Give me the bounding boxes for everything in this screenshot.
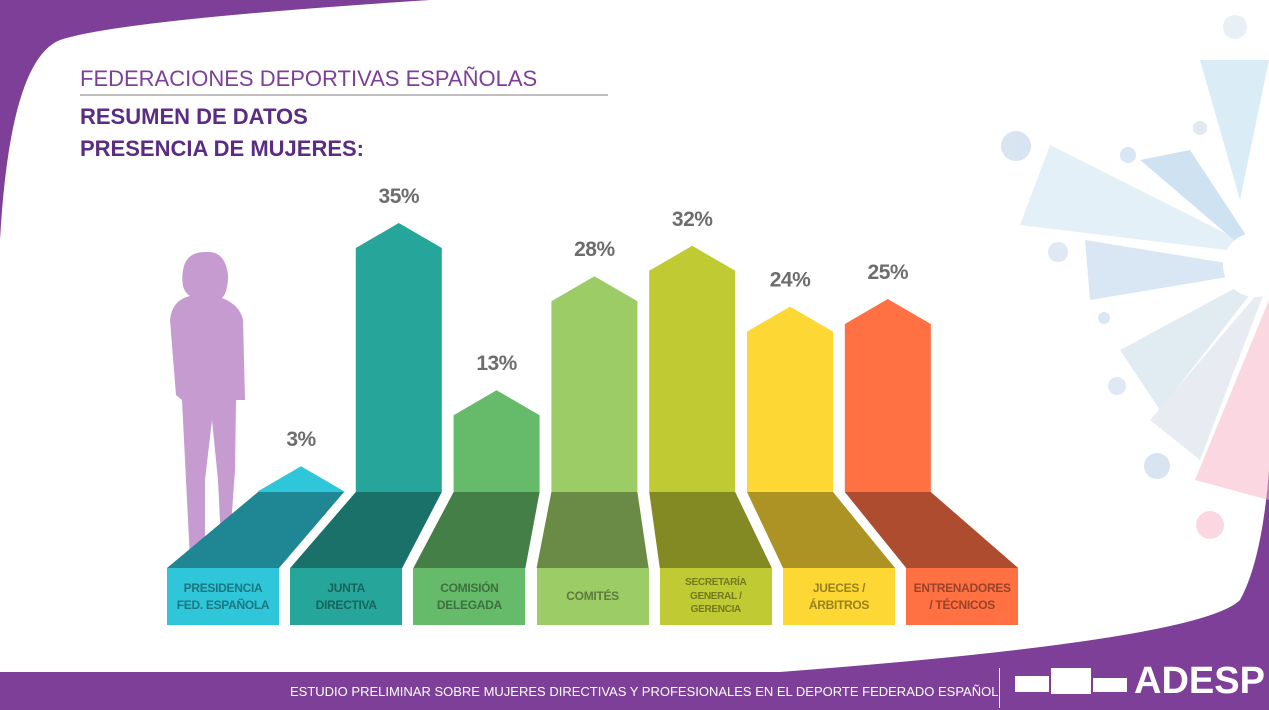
subtitle: PRESENCIA DE MUJERES:	[80, 136, 365, 161]
bar	[258, 466, 344, 492]
category-label: COMITÉS	[536, 568, 649, 625]
category-label: JUNTA DIRECTIVA	[290, 568, 403, 625]
bar	[355, 223, 442, 492]
bar	[747, 306, 833, 492]
corner-decoration	[0, 0, 430, 240]
floor	[747, 492, 895, 568]
value-label: 24%	[770, 269, 811, 292]
bar	[453, 390, 540, 492]
footer-divider	[999, 668, 1000, 708]
value-label: 28%	[574, 238, 615, 261]
decoration	[1001, 15, 1269, 539]
footer-band	[0, 470, 1269, 710]
bar	[844, 299, 931, 492]
footer-text: ESTUDIO PRELIMINAR SOBRE MUJERES DIRECTI…	[290, 684, 999, 699]
floor	[290, 492, 442, 568]
value-label: 3%	[286, 428, 316, 451]
floor	[413, 492, 540, 568]
category-label: JUECES / ÁRBITROS	[783, 568, 895, 625]
floor	[536, 492, 649, 568]
bar	[551, 276, 638, 492]
value-label: 25%	[868, 261, 909, 284]
floor	[167, 492, 344, 568]
category-label: PRESIDENCIA FED. ESPAÑOLA	[167, 568, 279, 625]
floor	[649, 492, 772, 568]
silhouette	[170, 251, 245, 562]
title: RESUMEN DE DATOS	[80, 104, 308, 129]
logo-text: ADESP	[1134, 660, 1265, 702]
category-label: ENTRENADORES / TÉCNICOS	[906, 568, 1019, 625]
value-label: 32%	[672, 208, 713, 231]
section-title: FEDERACIONES DEPORTIVAS ESPAÑOLAS	[80, 66, 538, 91]
value-label: 13%	[476, 352, 517, 375]
value-label: 35%	[379, 185, 420, 208]
category-label: SECRETARÍA GENERAL / GERENCIA	[659, 568, 772, 625]
category-label: COMISIÓN DELEGADA	[413, 568, 526, 625]
logo-icon	[1015, 668, 1127, 696]
floor	[844, 492, 1019, 568]
bar	[649, 245, 736, 492]
